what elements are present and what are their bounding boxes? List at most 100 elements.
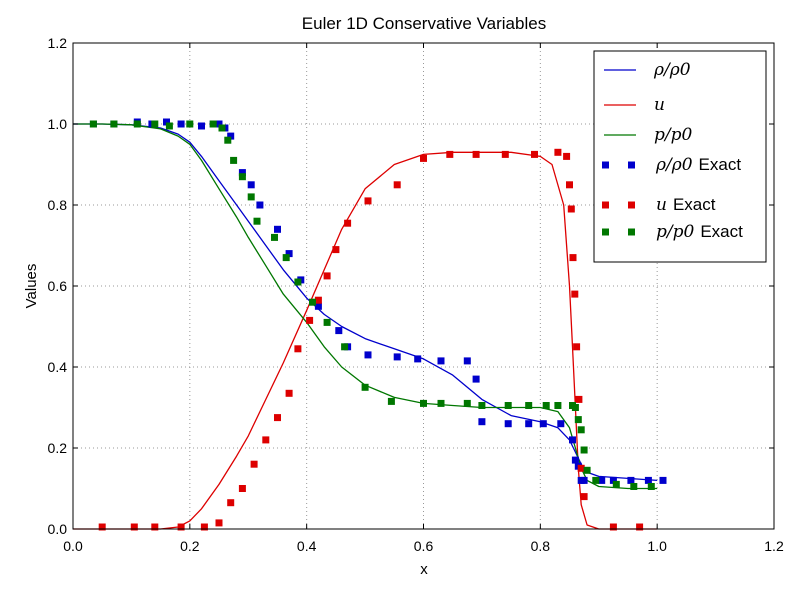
legend-marker-swatch <box>628 161 635 169</box>
data-point--0-exact <box>256 201 264 209</box>
y-tick-label: 0.8 <box>48 197 68 213</box>
y-tick-label: 0.2 <box>48 440 68 456</box>
legend-entry: p/p0 Exact <box>602 222 743 242</box>
data-point-p-p0-exact <box>218 124 226 132</box>
y-tick-label: 0.6 <box>48 278 68 294</box>
data-point-u-exact <box>580 493 588 501</box>
data-point-p-p0-exact <box>165 122 173 130</box>
data-point-u-exact <box>567 205 575 213</box>
data-point-p-p0-exact <box>247 193 255 201</box>
data-point-p-p0-exact <box>341 343 349 351</box>
legend-marker-swatch <box>602 161 609 169</box>
legend-marker-swatch <box>628 228 635 236</box>
legend-entry: u Exact <box>602 195 716 215</box>
data-point-u-exact <box>573 343 581 351</box>
data-point--0-exact <box>393 353 401 361</box>
data-point-u-exact <box>472 150 480 158</box>
y-tick-label: 0.4 <box>48 359 68 375</box>
data-point--0-exact <box>525 420 533 428</box>
data-point--0-exact <box>627 476 635 484</box>
data-point-p-p0-exact <box>583 466 591 474</box>
data-point-u-exact <box>569 254 577 262</box>
data-point--0-exact <box>437 357 445 365</box>
data-point--0-exact <box>569 436 576 444</box>
legend-label: ρ/ρ0 <box>655 155 693 175</box>
data-point-u-exact <box>501 150 509 158</box>
data-point--0-exact <box>463 357 471 365</box>
data-point-p-p0-exact <box>463 399 471 407</box>
legend-entry: ρ/ρ0 Exact <box>602 155 741 175</box>
data-point-p-p0-exact <box>110 120 118 128</box>
data-point--0-exact <box>644 476 652 484</box>
data-point-p-p0-exact <box>542 402 550 409</box>
data-point-p-p0-exact <box>151 120 159 128</box>
x-axis-title: x <box>420 561 428 578</box>
data-point--0-exact <box>198 122 205 130</box>
legend-label: p/p0 <box>654 125 692 145</box>
y-tick-label: 1.2 <box>48 35 68 51</box>
data-point-u-exact <box>332 246 340 254</box>
y-tick-label: 0.0 <box>48 521 68 537</box>
data-point-p-p0-exact <box>571 404 579 411</box>
data-point--0-exact <box>414 355 422 363</box>
data-point-p-p0-exact <box>387 397 395 405</box>
x-tick-label: 0.8 <box>531 538 551 554</box>
data-point--0-exact <box>247 181 255 189</box>
data-point-p-p0-exact <box>253 217 261 225</box>
data-point-p-p0-exact <box>230 156 238 164</box>
legend-label: p/p0 <box>656 222 694 242</box>
legend-label: u <box>654 95 665 115</box>
data-point-u-exact <box>364 197 372 205</box>
data-point-p-p0-exact <box>282 254 290 262</box>
data-point-p-p0-exact <box>647 483 655 490</box>
data-point-u-exact <box>563 152 571 160</box>
data-point-p-p0-exact <box>580 446 588 454</box>
data-point-p-p0-exact <box>238 173 246 181</box>
data-point-u-exact <box>554 148 562 156</box>
data-point-u-exact <box>262 436 270 444</box>
data-point--0-exact <box>163 118 170 126</box>
legend-entry: p/p0 <box>604 125 692 145</box>
data-point--0-exact <box>227 132 235 140</box>
data-point--0-exact <box>274 225 281 233</box>
data-point-p-p0-exact <box>630 483 638 490</box>
data-point-p-p0-exact <box>271 233 278 241</box>
data-point-u-exact <box>200 523 208 531</box>
series-points <box>89 118 667 531</box>
data-point--0-exact <box>557 420 565 428</box>
data-point--0-exact <box>659 476 667 484</box>
data-point-p-p0-exact <box>420 399 427 407</box>
data-point--0-exact <box>364 351 372 359</box>
data-point-u-exact <box>393 181 401 189</box>
data-point-u-exact <box>609 523 617 531</box>
y-tick-label: 1.0 <box>48 116 68 132</box>
data-point--0-exact <box>504 420 512 428</box>
data-point--0-exact <box>609 476 617 484</box>
data-point-u-exact <box>98 523 106 531</box>
data-point--0-exact <box>177 120 185 128</box>
legend-label-suffix: Exact <box>673 195 716 214</box>
data-point-u-exact <box>636 523 644 531</box>
data-point-p-p0-exact <box>554 402 562 409</box>
legend-label: u <box>656 195 667 215</box>
data-point--0-exact <box>472 375 480 383</box>
data-point-u-exact <box>446 150 454 158</box>
data-point-p-p0-exact <box>186 120 194 128</box>
data-point-u-exact <box>250 460 258 468</box>
data-point-p-p0-exact <box>577 426 585 434</box>
data-point-u-exact <box>531 150 538 158</box>
data-point-p-p0-exact <box>209 120 217 128</box>
legend-entry: u <box>604 95 665 115</box>
data-point-u-exact <box>215 519 223 527</box>
data-point-p-p0-exact <box>89 120 97 128</box>
data-point-p-p0-exact <box>437 399 445 407</box>
data-point-p-p0-exact <box>525 402 533 409</box>
data-point-u-exact <box>575 395 583 403</box>
data-point--0-exact <box>238 169 246 177</box>
x-tick-label: 0.0 <box>63 538 83 554</box>
data-point-p-p0-exact <box>574 416 582 424</box>
data-point--0-exact <box>571 456 579 464</box>
legend-label-suffix: Exact <box>700 222 743 241</box>
data-point--0-exact <box>314 302 322 310</box>
y-axis-title: Values <box>23 264 40 309</box>
